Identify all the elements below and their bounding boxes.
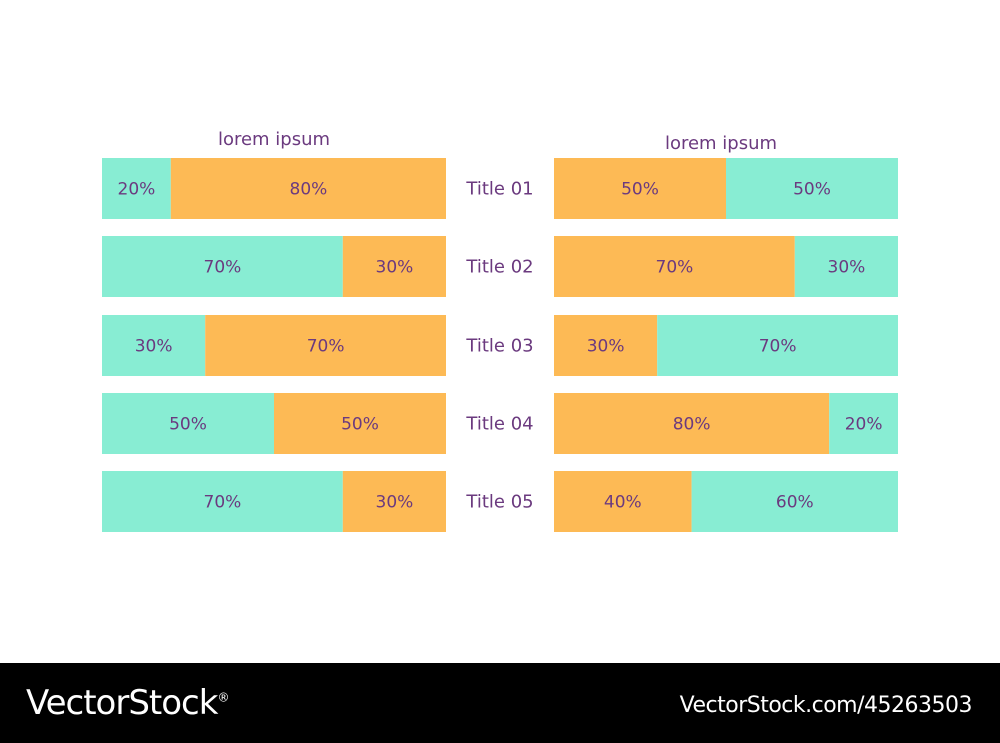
bar-segment-orange xyxy=(170,158,447,219)
data-label: 70% xyxy=(307,337,345,357)
row-title: Title 03 xyxy=(465,336,533,357)
data-label: 50% xyxy=(621,180,659,200)
bar-segment-orange xyxy=(342,236,446,297)
bar-segment-teal xyxy=(102,315,206,376)
data-label: 70% xyxy=(204,258,242,278)
bar-segment-teal xyxy=(102,393,274,454)
bar-segment-orange xyxy=(554,315,658,376)
bar-segment-teal xyxy=(794,236,898,297)
bar-segment-teal xyxy=(691,471,898,532)
data-label: 30% xyxy=(376,493,414,513)
bar-segment-teal xyxy=(102,158,171,219)
data-label: 80% xyxy=(673,415,711,435)
bar-segment-teal xyxy=(102,236,343,297)
chart-title: lorem ipsum xyxy=(218,129,330,150)
data-label: 70% xyxy=(656,258,694,278)
data-label: 50% xyxy=(169,415,207,435)
data-label: 20% xyxy=(118,180,156,200)
data-label: 40% xyxy=(604,493,642,513)
bar-segment-orange xyxy=(554,393,830,454)
stacked-bar-infographic: lorem ipsum 20% 80% 70% 30% 30% 70% 50% 50% 70% 30… xyxy=(102,129,898,532)
data-label: 30% xyxy=(135,337,173,357)
row-title: Title 01 xyxy=(465,179,533,200)
image-url: VectorStock.com/45263503 xyxy=(679,693,973,718)
data-label: 70% xyxy=(759,337,797,357)
data-label: 30% xyxy=(587,337,625,357)
bar-segment-teal xyxy=(102,471,343,532)
data-label: 60% xyxy=(776,493,814,513)
bar-segment-orange xyxy=(554,471,692,532)
bar-segment-teal xyxy=(726,158,898,219)
data-label: 50% xyxy=(341,415,379,435)
vectorstock-logo: VectorStock® xyxy=(26,683,229,723)
bar-segment-orange xyxy=(554,158,726,219)
chart-panel-2: lorem ipsum 50% 50% 70% 30% 30% 70% 80% 20% 40% 60… xyxy=(554,133,898,532)
bar-segment-orange xyxy=(274,393,446,454)
data-label: 30% xyxy=(376,258,414,278)
bar-segment-orange xyxy=(205,315,446,376)
bar-segment-orange xyxy=(342,471,446,532)
bar-segment-teal xyxy=(829,393,898,454)
data-label: 80% xyxy=(290,180,328,200)
row-title: Title 02 xyxy=(465,257,533,278)
data-label: 20% xyxy=(845,415,883,435)
watermark-footer: VectorStock® VectorStock.com/45263503 xyxy=(0,663,1000,743)
row-title: Title 05 xyxy=(465,492,533,513)
data-label: 70% xyxy=(204,493,242,513)
data-label: 30% xyxy=(828,258,866,278)
registered-mark: ® xyxy=(217,690,229,705)
chart-title: lorem ipsum xyxy=(665,133,777,154)
bar-segment-teal xyxy=(657,315,898,376)
brand-name: VectorStock xyxy=(26,683,218,723)
data-label: 50% xyxy=(793,180,831,200)
row-title: Title 04 xyxy=(465,414,533,435)
chart-panel-1: lorem ipsum 20% 80% 70% 30% 30% 70% 50% 50% 70% 30… xyxy=(102,129,447,532)
bar-segment-orange xyxy=(554,236,795,297)
